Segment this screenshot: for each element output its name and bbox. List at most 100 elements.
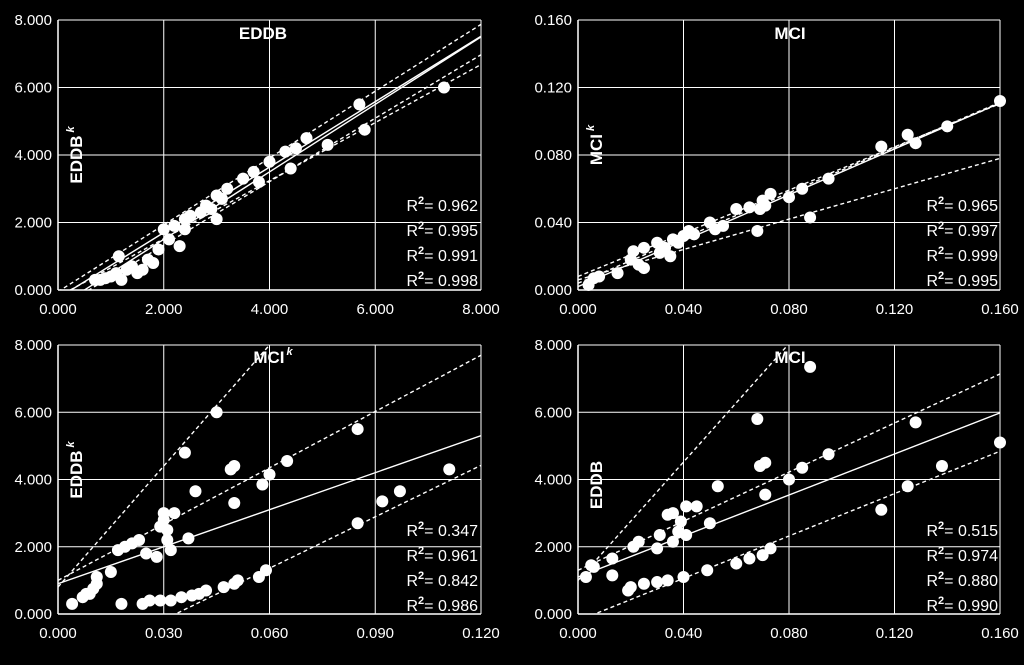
- r-squared-label: R2= 0.997: [926, 220, 998, 240]
- panel-title: MCI: [774, 24, 805, 43]
- data-point: [115, 273, 128, 286]
- data-point: [284, 162, 297, 175]
- chart-panel-3: 0.000 0.030 0.060 0.090 0.120 0.000 2.000 4.000…: [14, 337, 499, 642]
- data-point: [184, 209, 197, 222]
- data-point: [653, 528, 666, 541]
- data-point: [393, 485, 406, 498]
- data-point: [994, 436, 1006, 449]
- data-point: [651, 576, 664, 589]
- y-tick-label: 6.000: [14, 80, 52, 97]
- x-tick-label: 0.120: [876, 625, 914, 642]
- data-point: [804, 211, 817, 224]
- x-tick-label: 0.000: [559, 625, 597, 642]
- data-point: [994, 95, 1006, 107]
- y-axis-label: EDDBk: [65, 440, 86, 498]
- data-point: [783, 473, 795, 486]
- data-point: [756, 549, 769, 562]
- x-tick-label: 0.000: [39, 301, 77, 318]
- data-point: [178, 223, 191, 236]
- data-point: [263, 468, 276, 481]
- solid-fit-line: [58, 434, 481, 585]
- r-squared-label: R2= 0.347: [406, 520, 478, 540]
- x-tick-label: 0.090: [356, 625, 394, 642]
- y-tick-label: 0.120: [534, 80, 572, 97]
- data-point: [164, 594, 177, 607]
- x-tick-label: 6.000: [356, 301, 394, 318]
- dashed-fit-line: [592, 450, 1000, 614]
- data-point: [680, 500, 693, 513]
- x-tick-label: 0.160: [981, 625, 1019, 642]
- data-point: [136, 263, 149, 276]
- x-tick-label: 0.080: [770, 301, 808, 318]
- data-point: [161, 534, 174, 547]
- data-point: [664, 250, 677, 263]
- data-point: [376, 495, 389, 508]
- data-point: [822, 172, 835, 185]
- data-point: [611, 267, 624, 280]
- panel-title: EDDB: [239, 24, 287, 43]
- data-point: [168, 219, 181, 232]
- data-point: [730, 203, 743, 215]
- y-tick-label: 4.000: [534, 472, 572, 489]
- data-point: [263, 155, 276, 168]
- y-tick-label: 4.000: [14, 472, 52, 489]
- r-squared-label: R2= 0.515: [926, 520, 998, 540]
- data-point: [674, 515, 687, 528]
- x-tick-label: 0.160: [981, 301, 1019, 318]
- data-point: [164, 544, 177, 557]
- data-point: [205, 203, 218, 215]
- y-tick-label: 2.000: [14, 539, 52, 556]
- data-point: [688, 228, 701, 241]
- y-tick-label: 6.000: [534, 404, 572, 421]
- data-point: [175, 591, 188, 604]
- panel-title: MCI: [774, 348, 805, 367]
- data-point: [901, 128, 914, 141]
- r-squared-label: R2= 0.999: [926, 245, 998, 265]
- data-point: [935, 460, 948, 473]
- data-point: [228, 497, 241, 510]
- data-point: [822, 448, 835, 461]
- data-point: [751, 412, 764, 425]
- data-point: [783, 191, 795, 204]
- y-tick-label: 2.000: [14, 215, 52, 232]
- r-squared-label: R2= 0.995: [926, 270, 998, 290]
- r-squared-label: R2= 0.995: [406, 220, 478, 240]
- data-point: [666, 507, 679, 520]
- y-axis-label: MCIk: [585, 124, 606, 165]
- data-point: [279, 145, 292, 158]
- data-point: [593, 270, 606, 283]
- data-point: [677, 571, 690, 584]
- r-squared-label: R2= 0.990: [926, 595, 998, 615]
- data-point: [875, 503, 888, 516]
- x-tick-label: 0.080: [770, 625, 808, 642]
- y-tick-label: 0.000: [14, 606, 52, 623]
- dashed-fit-line: [578, 345, 789, 581]
- data-point: [443, 463, 456, 476]
- data-point: [289, 142, 302, 155]
- x-tick-label: 0.120: [876, 301, 914, 318]
- data-point: [703, 517, 716, 530]
- data-point: [115, 597, 128, 610]
- data-point: [751, 224, 764, 237]
- r-squared-label: R2= 0.842: [406, 570, 478, 590]
- data-point: [281, 455, 294, 468]
- data-point: [210, 213, 223, 226]
- solid-fit-line: [578, 412, 1000, 578]
- x-tick-label: 0.040: [665, 625, 703, 642]
- y-tick-label: 0.000: [14, 282, 52, 299]
- data-point: [353, 98, 366, 111]
- data-point: [637, 241, 650, 254]
- y-tick-label: 4.000: [14, 147, 52, 164]
- data-point: [112, 250, 125, 263]
- data-point: [796, 461, 809, 474]
- data-point: [66, 597, 79, 610]
- r-squared-label: R2= 0.961: [406, 545, 478, 565]
- y-tick-label: 6.000: [14, 404, 52, 421]
- data-point: [796, 182, 809, 195]
- chart-panel-1: 0.000 2.000 4.000 6.000 8.000 0.000 2.000 4.000…: [14, 12, 499, 318]
- data-point: [690, 500, 703, 513]
- data-point: [941, 120, 954, 133]
- data-point: [804, 360, 817, 373]
- data-point: [215, 192, 228, 205]
